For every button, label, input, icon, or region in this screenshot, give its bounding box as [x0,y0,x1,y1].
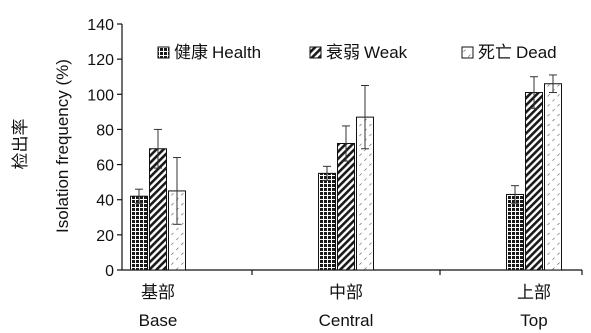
y-tick-label: 40 [96,193,114,210]
y-tick-label: 140 [87,17,114,34]
legend-label-cn: 健康 [174,43,208,63]
bar-dead-top [544,83,562,271]
bar-health-base [130,195,148,271]
category-label-en: Base [139,311,178,330]
legend-swatch-health [157,46,170,59]
bar-health-central [318,172,336,271]
bar-weak-top [525,92,543,271]
legend-label-en: Dead [516,43,557,62]
category-label-cn: 基部 [141,283,175,303]
category-label-en: Central [319,311,374,330]
legend-swatch-dead [461,46,474,59]
bar-health-top [506,193,524,271]
error-bars [135,74,557,225]
category-label-en: Top [520,311,547,330]
y-tick-label: 20 [96,228,114,245]
legend-label-cn: 死亡 [478,43,512,63]
y-axis-label: 检出率 Isolation frequency (%) [11,59,72,233]
legend: 健康 Health 衰弱 Weak 死亡 Dead [157,43,557,63]
legend-label-en: Health [212,43,261,62]
category-label-cn: 中部 [329,283,363,303]
x-axis-labels: 基部 Base 中部 Central 上部 Top [139,283,551,330]
category-label-cn: 上部 [517,283,551,303]
y-tick-label: 120 [87,52,114,69]
bars [130,83,562,271]
legend-label-en: Weak [364,43,408,62]
y-axis-label-cn: 检出率 [11,119,31,170]
y-tick-label: 0 [105,263,114,280]
y-tick-label: 60 [96,158,114,175]
y-tick-label: 100 [87,87,114,104]
y-tick-label: 80 [96,122,114,139]
y-axis-label-en: Isolation frequency (%) [53,59,72,233]
bar-weak-central [337,142,355,271]
legend-swatch-weak [309,46,322,59]
legend-label-cn: 衰弱 [326,43,360,63]
axes: 0 20 40 60 80 100 120 140 [87,17,583,280]
